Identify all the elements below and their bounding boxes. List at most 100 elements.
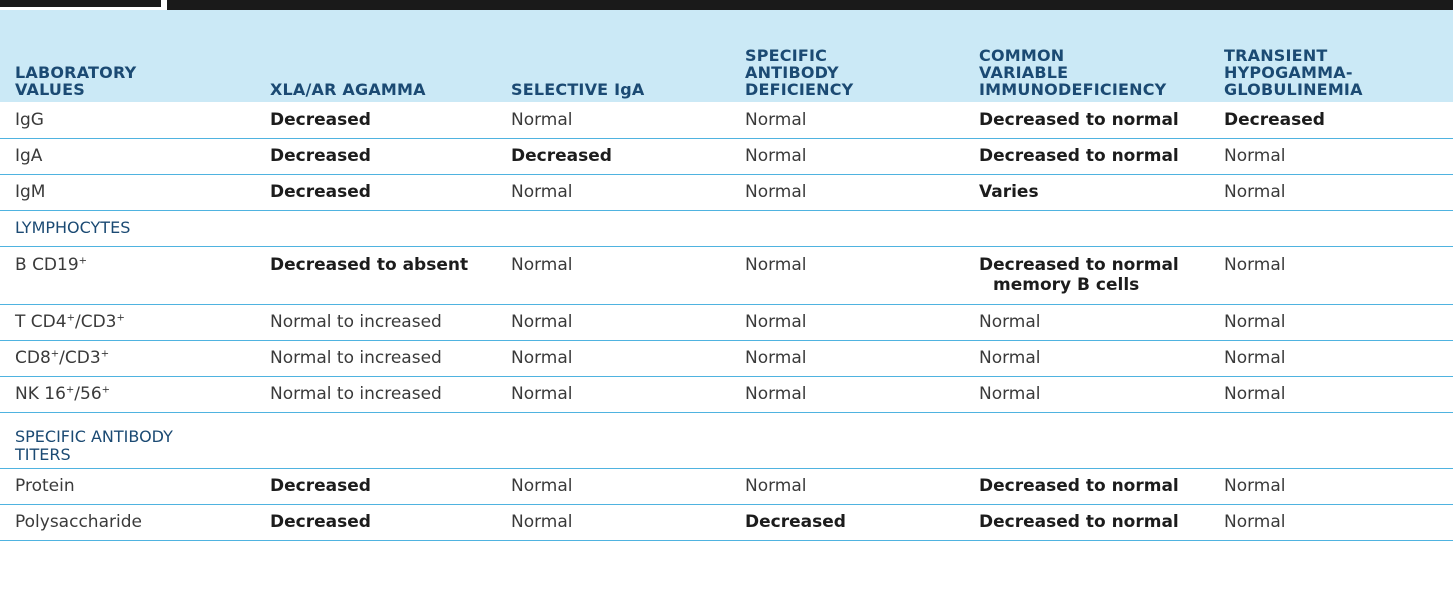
cell-value: Decreased to normal <box>979 109 1179 130</box>
row-label: IgG <box>0 102 255 139</box>
table-cell: Normal <box>496 174 730 211</box>
table-cell: Normal <box>1209 504 1453 541</box>
top-rule-left <box>0 0 161 7</box>
table-cell: Normal <box>964 340 1209 377</box>
table-cell: Normal <box>496 504 730 541</box>
section-heading: LYMPHOCYTES <box>0 210 1453 247</box>
column-header-line: IMMUNODEFICIENCY <box>979 80 1167 99</box>
top-rule-right <box>167 0 1453 10</box>
cell-value: Normal to increased <box>270 348 442 368</box>
cell-value: Normal <box>745 109 807 130</box>
table-cell: Decreased to normal <box>964 138 1209 175</box>
cell-value: Normal <box>1224 254 1286 275</box>
header-row: LABORATORY VALUES XLA/AR AGAMMA SELECTIVE I… <box>0 10 1453 102</box>
cell-value: Normal <box>511 312 573 332</box>
column-header-line: GLOBULINEMIA <box>1224 80 1363 99</box>
table-cell: Decreased <box>496 138 730 175</box>
cell-value: Normal <box>745 254 807 275</box>
column-header-line: COMMON <box>979 46 1065 65</box>
cell-value: Varies <box>979 182 1039 202</box>
table-cell: Decreased <box>730 504 964 541</box>
cell-value: Normal <box>511 512 573 532</box>
table-cell: Normal <box>730 468 964 505</box>
row-label: Polysaccharide <box>0 504 255 541</box>
table-cell: Normal to increased <box>255 340 496 377</box>
table-row: IgA Decreased Decreased Normal Decreased to … <box>0 138 1453 175</box>
table-cell: Normal <box>1209 138 1453 175</box>
cell-value: Decreased to normal <box>979 512 1179 532</box>
table-cell: Normal <box>730 340 964 377</box>
row-label: NK 16+/56+ <box>0 376 255 413</box>
table-cell: Normal <box>1209 246 1453 305</box>
cell-value: Normal <box>1224 476 1286 496</box>
table-cell: Decreased to absent <box>255 246 496 305</box>
table-cell: Decreased to normal <box>964 102 1209 139</box>
table-cell: Normal <box>730 174 964 211</box>
lab-values-table: LABORATORY VALUES XLA/AR AGAMMA SELECTIVE I… <box>0 10 1453 541</box>
column-header-line: VALUES <box>15 80 85 99</box>
cell-value: Normal <box>979 348 1041 368</box>
cell-value: Normal <box>745 146 807 166</box>
cell-value: Normal <box>511 109 573 130</box>
cell-value: Normal <box>745 312 807 332</box>
table-cell: Decreased to normal <box>964 468 1209 505</box>
cell-subvalue: memory B cells <box>993 274 1140 295</box>
cell-value: Normal <box>979 312 1041 332</box>
table-cell: Decreased to normal memory B cells <box>964 246 1209 305</box>
table-row: Protein Decreased Normal Normal Decreased to… <box>0 468 1453 505</box>
table-cell: Normal <box>496 376 730 413</box>
column-header-line: VARIABLE <box>979 63 1069 82</box>
cell-value: Decreased to normal <box>979 146 1179 166</box>
cell-value: Normal <box>1224 312 1286 332</box>
cell-value: Normal to increased <box>270 384 442 404</box>
table-cell: Decreased <box>255 102 496 139</box>
column-header-4: COMMON VARIABLE IMMUNODEFICIENCY <box>964 10 1209 102</box>
table-cell: Normal <box>1209 468 1453 505</box>
cell-value: Normal <box>1224 384 1286 404</box>
cell-value: Decreased to normal <box>979 476 1179 496</box>
table-cell: Normal <box>1209 376 1453 413</box>
row-label: IgA <box>0 138 255 175</box>
table-row: IgG Decreased Normal Normal Decreased to nor… <box>0 102 1453 139</box>
cell-value: Normal <box>745 476 807 496</box>
table-cell: Normal <box>496 102 730 139</box>
top-rule <box>0 0 1453 10</box>
row-label: T CD4+/CD3+ <box>0 304 255 341</box>
table-header: LABORATORY VALUES XLA/AR AGAMMA SELECTIVE I… <box>0 10 1453 102</box>
table-body: IgG Decreased Normal Normal Decreased to nor… <box>0 102 1453 541</box>
column-header-line: SELECTIVE IgA <box>511 80 645 99</box>
cell-value: Normal <box>745 348 807 368</box>
cell-value: Decreased to normal <box>979 254 1179 275</box>
cell-value: Normal <box>1224 512 1286 532</box>
cell-value: Normal <box>1224 146 1286 166</box>
table-cell: Normal <box>964 376 1209 413</box>
column-header-line: XLA/AR AGAMMA <box>270 80 426 99</box>
cell-value: Decreased <box>1224 109 1325 130</box>
cell-value: Decreased <box>511 146 612 166</box>
cell-value: Decreased <box>270 476 371 496</box>
table-cell: Decreased <box>255 468 496 505</box>
cell-value: Normal <box>511 348 573 368</box>
table-cell: Normal <box>496 340 730 377</box>
table-cell: Normal <box>1209 304 1453 341</box>
table-cell: Varies <box>964 174 1209 211</box>
row-label: B CD19+ <box>0 246 255 305</box>
table-cell: Normal to increased <box>255 304 496 341</box>
section-heading: SPECIFIC ANTIBODY TITERS <box>0 412 1453 469</box>
table-cell: Normal <box>496 468 730 505</box>
column-header-line: TRANSIENT <box>1224 46 1328 65</box>
table-row: T CD4+/CD3+ Normal to increased Normal Norm… <box>0 304 1453 341</box>
section-row: SPECIFIC ANTIBODY TITERS <box>0 412 1453 469</box>
cell-value: Decreased <box>745 512 846 532</box>
table-cell: Normal <box>730 246 964 305</box>
cell-value: Normal <box>511 476 573 496</box>
column-header-line: LABORATORY <box>15 63 137 82</box>
cell-value: Decreased <box>270 182 371 202</box>
cell-value: Normal <box>511 182 573 202</box>
table-cell: Decreased <box>1209 102 1453 139</box>
table-cell: Decreased <box>255 504 496 541</box>
cell-value: Decreased <box>270 512 371 532</box>
cell-value: Decreased <box>270 109 371 130</box>
table-cell: Normal <box>730 304 964 341</box>
column-header-1: XLA/AR AGAMMA <box>255 10 496 102</box>
